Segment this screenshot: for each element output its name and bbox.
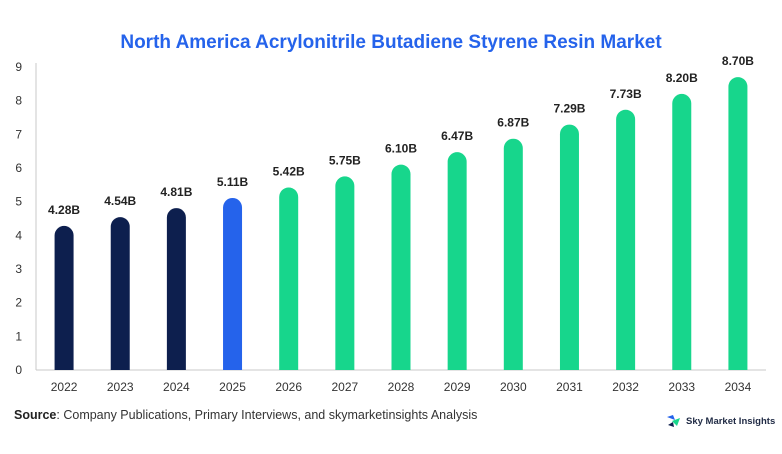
bar-2031	[559, 124, 579, 370]
y-tick-label: 6	[15, 161, 22, 175]
chart-title: North America Acrylonitrile Butadiene St…	[120, 32, 662, 53]
x-tick-label: 2031	[556, 380, 583, 394]
y-tick-label: 2	[15, 296, 22, 310]
bar-2025	[223, 197, 243, 370]
x-tick-label: 2033	[668, 380, 695, 394]
bar-2026	[279, 187, 299, 370]
y-tick-label: 3	[15, 262, 22, 276]
data-label: 8.70B	[722, 54, 754, 68]
bar-2023	[110, 217, 130, 370]
y-tick-label: 9	[15, 60, 22, 74]
data-label: 5.11B	[217, 175, 249, 189]
x-axis: 2022 2023 2024 2025 2026 2027 2028 2029 2030 2031…	[36, 369, 766, 394]
bar-2033	[672, 93, 692, 370]
x-tick-label: 2023	[107, 380, 134, 394]
x-tick-label: 2030	[500, 380, 527, 394]
y-axis: 0 1 2 3 4 5 6 7 8 9	[15, 60, 37, 377]
x-tick-label: 2029	[444, 380, 471, 394]
x-tick-label: 2032	[612, 380, 639, 394]
bar-2028	[391, 164, 411, 370]
data-label: 6.10B	[385, 142, 417, 156]
value-labels: 4.28B 4.54B 4.81B 5.11B 5.42B 5.75B 6.10B 6.47B…	[48, 54, 754, 217]
y-tick-label: 1	[15, 329, 22, 343]
data-label: 4.54B	[104, 194, 136, 208]
data-label: 5.42B	[273, 165, 305, 179]
brand-name: Sky Market Insights	[686, 415, 776, 427]
bar-2024	[166, 208, 186, 370]
x-tick-label: 2027	[331, 380, 358, 394]
sky-market-insights-logo-icon	[667, 415, 680, 427]
data-label: 8.20B	[666, 71, 698, 85]
data-label: 4.28B	[48, 203, 80, 217]
source-note: Source: Company Publications, Primary In…	[14, 408, 477, 422]
bar-2032	[616, 109, 636, 371]
x-tick-label: 2034	[725, 380, 752, 394]
data-label: 6.87B	[497, 116, 529, 130]
data-label: 6.47B	[441, 129, 473, 143]
bar-2022	[54, 225, 74, 370]
bar-2029	[447, 152, 467, 370]
x-tick-label: 2024	[163, 380, 190, 394]
data-label: 4.81B	[160, 185, 192, 199]
x-tick-label: 2022	[51, 380, 78, 394]
y-tick-label: 7	[15, 127, 22, 141]
bar-2034	[728, 77, 748, 370]
bar-2030	[503, 138, 523, 370]
x-tick-label: 2026	[275, 380, 302, 394]
data-label: 7.73B	[610, 87, 642, 101]
bar-2027	[335, 176, 355, 370]
y-tick-label: 5	[15, 195, 22, 209]
brand-logo: Sky Market Insights	[666, 414, 775, 428]
data-label: 5.75B	[329, 153, 361, 167]
x-tick-label: 2025	[219, 380, 246, 394]
y-tick-label: 4	[15, 228, 22, 242]
x-tick-label: 2028	[388, 380, 415, 394]
source-text: : Company Publications, Primary Intervie…	[56, 408, 478, 422]
source-label: Source	[14, 408, 57, 422]
y-tick-label: 8	[15, 94, 22, 108]
y-tick-label: 0	[15, 363, 22, 377]
data-label: 7.29B	[553, 102, 585, 116]
bars	[54, 77, 748, 371]
